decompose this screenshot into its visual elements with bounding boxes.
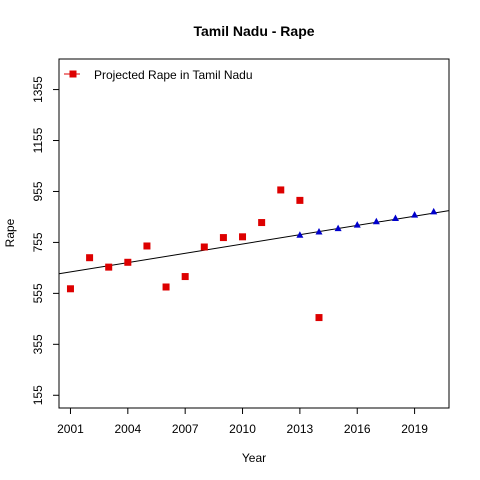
y-tick-label: 355 [31,334,45,354]
actual-point [315,314,323,322]
legend-marker [69,70,77,78]
y-tick-label: 155 [31,385,45,405]
x-tick-label: 2019 [401,422,428,436]
legend-label: Projected Rape in Tamil Nadu [94,68,253,82]
actual-point [258,219,266,227]
x-tick-label: 2007 [172,422,199,436]
actual-point [124,258,132,266]
actual-point [105,263,113,271]
y-tick-label: 955 [31,181,45,201]
actual-point [277,186,285,194]
x-tick-label: 2004 [114,422,141,436]
projected-point [334,224,342,232]
x-axis-label: Year [242,451,266,465]
y-axis: 155 355 555 755 955 1155 1355 [31,76,60,405]
legend: Projected Rape in Tamil Nadu [64,68,253,82]
projected-point [372,217,380,225]
y-tick-label: 555 [31,283,45,303]
x-axis: 2001 2004 2007 2010 2013 2016 2019 [57,407,428,436]
y-tick-label: 1355 [31,76,45,103]
y-tick-label: 1155 [31,127,45,153]
actual-point [219,234,227,242]
y-tick-label: 755 [31,232,45,252]
trend-line-group [58,210,450,275]
projected-point [411,211,419,218]
trend-line [58,210,450,275]
data-points [66,186,438,322]
y-axis-label: Rape [3,218,17,247]
actual-point [86,254,94,262]
plot-frame [58,58,450,409]
x-tick-label: 2016 [344,422,371,436]
actual-point [162,283,170,291]
x-tick-label: 2010 [229,422,256,436]
x-tick-label: 2013 [287,422,314,436]
actual-point [143,242,151,250]
projected-point [430,207,438,215]
actual-point [239,233,247,241]
actual-point [66,285,74,293]
projected-point [315,227,323,235]
projected-point [296,231,304,238]
chart-title: Tamil Nadu - Rape [193,23,314,39]
actual-point [200,243,208,251]
actual-point [296,196,304,204]
x-tick-label: 2001 [57,422,84,436]
projected-point [391,214,399,221]
actual-point [181,273,189,281]
projected-point [353,221,361,228]
